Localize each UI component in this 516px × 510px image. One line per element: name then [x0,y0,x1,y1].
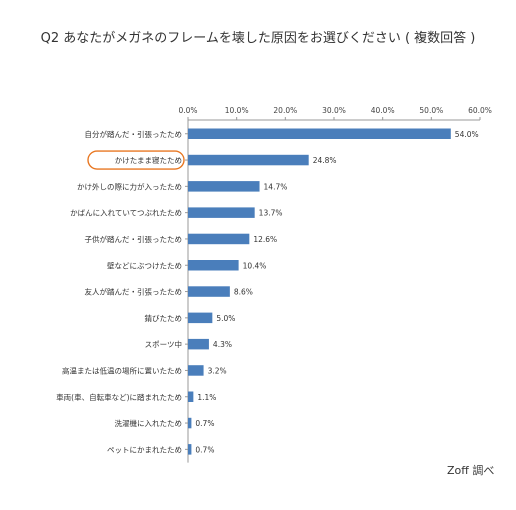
highlight-oval [87,150,185,170]
bar [188,260,239,271]
bar [188,365,204,376]
bar [188,128,451,139]
bar [188,417,192,429]
chart-title: Q2 あなたがメガネのフレームを壊した原因をお選びください ( 複数回答 ) [40,31,476,46]
category-label: 自分が踏んだ・引張ったため [85,129,183,139]
x-tick-label: 50.0% [419,106,443,115]
data-label: 5.0% [216,314,235,323]
data-label: 4.3% [213,340,232,349]
data-label: 0.7% [195,419,214,428]
category-label: 友人が踏んだ・引張ったため [85,287,183,297]
category-label: 車両(車、自転車など)に踏まれたため [56,392,182,402]
x-tick-label: 20.0% [273,106,297,115]
bar [188,233,250,245]
bar [188,338,209,350]
data-label: 0.7% [195,445,214,454]
category-label: 壁などにぶつけたため [107,260,182,270]
data-label: 10.4% [243,261,267,270]
data-label: 24.8% [313,156,337,165]
bar [188,207,255,218]
bar [188,444,192,455]
x-tick-label: 60.0% [468,106,492,115]
data-label: 8.6% [234,288,253,297]
data-label: 54.0% [455,130,479,139]
x-tick-label: 30.0% [322,106,346,115]
data-label: 1.1% [197,393,216,402]
category-label: ペットにかまれたため [107,445,182,454]
category-label: 錆びたため [145,313,183,323]
x-tick-label: 10.0% [225,106,249,115]
data-label: 13.7% [259,209,283,218]
bar [188,312,213,324]
bar [188,391,194,402]
category-label: かけ外しの際に力が入ったため [77,181,182,191]
data-label: 12.6% [253,235,277,244]
bar [188,286,230,297]
category-label: かけたまま寝たため [115,155,182,165]
bar [188,181,260,192]
data-label: 14.7% [264,182,288,191]
category-label: 子供が踏んだ・引張ったため [85,234,183,244]
x-tick-label: 40.0% [371,106,395,115]
x-tick-label: 0.0% [178,106,197,115]
category-label: スポーツ中 [145,339,182,349]
category-label: 高温または低温の場所に置いたため [62,365,182,375]
data-label: 3.2% [208,366,227,375]
category-label: 洗濯機に入れたため [115,418,183,428]
source-note: Zoff 調べ [447,464,495,477]
bar [188,154,309,166]
category-label: かばんに入れていてつぶれたため [70,209,182,218]
